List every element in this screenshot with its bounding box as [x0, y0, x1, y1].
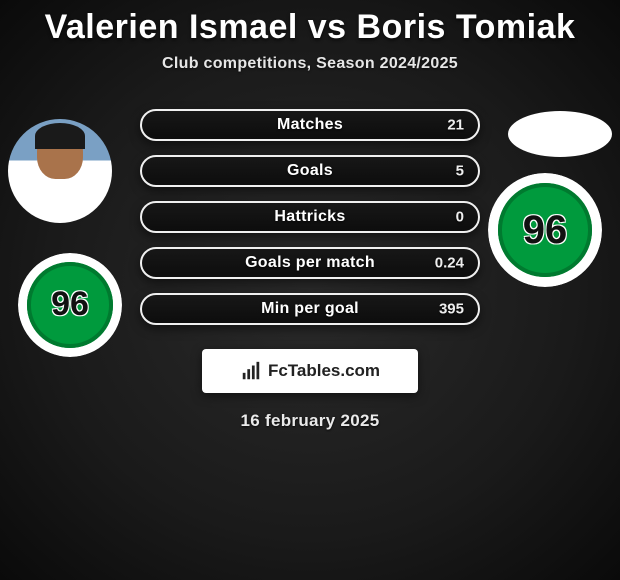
stat-row: Hattricks 0 [140, 201, 480, 233]
stat-label: Hattricks [274, 208, 345, 226]
stat-row: Goals per match 0.24 [140, 247, 480, 279]
page-title: Valerien Ismael vs Boris Tomiak [0, 8, 620, 47]
club-badge-text: 96 [523, 208, 568, 253]
stat-label: Goals per match [245, 254, 375, 272]
season-subtitle: Club competitions, Season 2024/2025 [0, 55, 620, 73]
stat-right-value: 5 [456, 163, 464, 180]
left-club-badge: 96 [18, 253, 122, 357]
club-badge-96-icon: 96 [18, 253, 122, 357]
comparison-date: 16 february 2025 [0, 411, 620, 431]
stat-label: Min per goal [261, 300, 359, 318]
stat-right-value: 21 [447, 117, 464, 134]
fctables-text: FcTables.com [268, 361, 380, 381]
stat-label: Matches [277, 116, 343, 134]
stat-row: Goals 5 [140, 155, 480, 187]
club-badge-text: 96 [51, 285, 89, 324]
stat-right-value: 0 [456, 209, 464, 226]
stat-row: Min per goal 395 [140, 293, 480, 325]
comparison-card: Valerien Ismael vs Boris Tomiak Club com… [0, 0, 620, 580]
stat-right-value: 0.24 [435, 255, 464, 272]
bar-chart-icon [240, 360, 262, 382]
stats-list: Matches 21 Goals 5 Hattricks 0 Goals per match… [140, 105, 480, 325]
stat-row: Matches 21 [140, 109, 480, 141]
content-area: 96 96 Matches 21 Goals 5 Hattricks 0 Goals per… [0, 105, 620, 431]
fctables-brand: FcTables.com [202, 349, 418, 393]
club-badge-96-icon: 96 [488, 173, 602, 287]
player-face-placeholder [8, 119, 112, 223]
right-club-badge: 96 [488, 173, 602, 287]
stat-right-value: 395 [439, 301, 464, 318]
left-player-avatar [8, 119, 112, 223]
right-player-avatar [508, 111, 612, 157]
stat-label: Goals [287, 162, 333, 180]
